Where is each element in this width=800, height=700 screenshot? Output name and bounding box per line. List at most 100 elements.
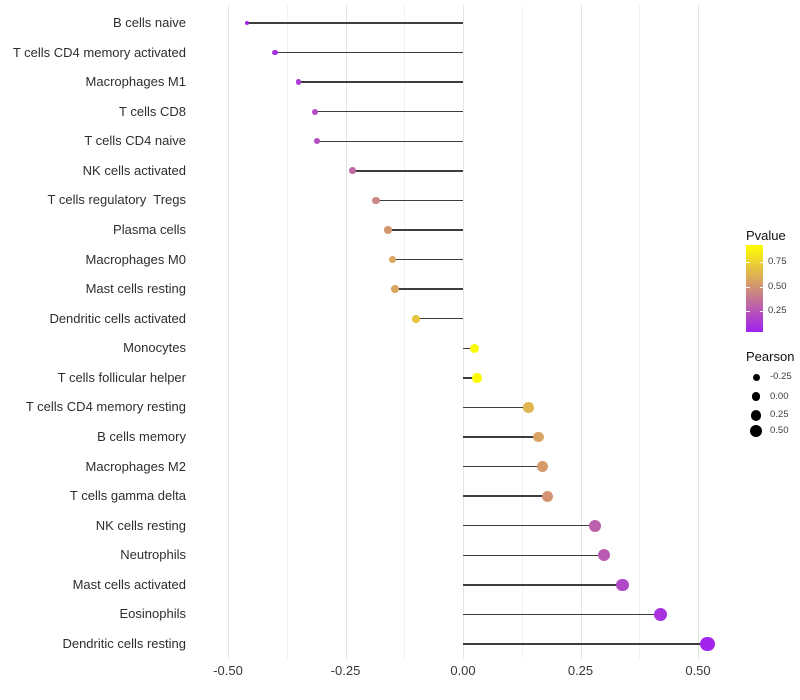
lollipop-dot	[653, 607, 668, 622]
lollipop-dot	[537, 461, 549, 473]
gridline-minor	[404, 5, 406, 659]
colorbar-tick-label: 0.50	[768, 280, 787, 292]
y-axis-label: Mast cells activated	[72, 576, 186, 592]
lollipop-dot	[314, 138, 321, 145]
lollipop-stem	[463, 495, 548, 497]
legend-pearson-title: Pearson	[746, 349, 795, 364]
y-axis-label: B cells memory	[97, 428, 186, 444]
colorbar-tick	[759, 286, 763, 288]
lollipop-stem	[463, 584, 623, 586]
lollipop-stem	[298, 81, 463, 83]
pearson-legend-label: -0.25	[770, 371, 792, 382]
lollipop-stem	[463, 554, 604, 557]
lollipop-dot	[295, 79, 302, 85]
lollipop-dot	[411, 314, 421, 323]
gridline-minor	[639, 5, 641, 659]
y-axis-label: Macrophages M1	[85, 74, 186, 90]
gridline-major	[580, 5, 582, 659]
colorbar-tick	[759, 310, 763, 312]
y-axis-label: Dendritic cells activated	[49, 310, 186, 326]
x-tick-label: 0.50	[685, 663, 711, 678]
pearson-legend-label: 0.50	[770, 424, 789, 436]
y-axis-label: T cells CD4 memory resting	[25, 399, 186, 415]
lollipop-dot	[542, 490, 554, 502]
gridline-minor	[286, 5, 288, 659]
colorbar-tick	[746, 310, 750, 312]
lollipop-stem	[275, 51, 463, 54]
y-axis-label: NK cells resting	[95, 517, 186, 533]
lollipop-stem	[463, 436, 539, 438]
pearson-legend-label: 0.25	[770, 409, 789, 421]
lollipop-dot	[311, 108, 318, 115]
lollipop-dot	[472, 373, 482, 383]
lollipop-dot	[588, 519, 601, 532]
lollipop-stem	[314, 110, 463, 113]
colorbar-tick-label: 0.25	[768, 304, 787, 316]
y-axis-label: T cells CD4 memory activated	[12, 44, 186, 60]
colorbar-tick	[746, 262, 750, 264]
y-axis-label: NK cells activated	[82, 162, 186, 178]
y-axis-label: B cells naive	[113, 15, 186, 30]
pearson-legend-dot	[749, 424, 763, 437]
lollipop-stem	[463, 377, 478, 379]
gridline-major	[228, 5, 229, 659]
colorbar-tick-label: 0.75	[768, 256, 787, 268]
pearson-legend-dot	[752, 373, 760, 381]
lollipop-stem	[416, 317, 463, 320]
lollipop-dot	[700, 636, 715, 652]
y-axis-label: Plasma cells	[113, 221, 186, 237]
y-axis-label: Neutrophils	[120, 547, 186, 563]
x-tick-label: -0.25	[330, 663, 361, 678]
colorbar-tick	[746, 286, 750, 288]
lollipop-stem	[352, 170, 463, 172]
y-axis-label: T cells gamma delta	[69, 488, 186, 504]
y-axis-label: T cells CD8	[119, 103, 186, 119]
colorbar-tick	[759, 262, 763, 264]
y-axis-label: Macrophages M2	[85, 458, 186, 474]
lollipop-dot	[244, 20, 250, 26]
plot-panel	[224, 5, 731, 659]
pvalue-colorbar	[746, 245, 763, 332]
lollipop-stem	[394, 288, 463, 290]
lollipop-stem	[463, 613, 661, 616]
lollipop-stem	[376, 199, 463, 202]
lollipop-dot	[390, 285, 399, 293]
lollipop-stem	[463, 524, 595, 527]
lollipop-stem	[463, 406, 529, 409]
lollipop-stem	[246, 22, 463, 24]
lollipop-dot	[597, 549, 611, 562]
lollipop-dot	[384, 226, 392, 234]
x-tick-label: 0.25	[567, 663, 594, 678]
lollipop-dot	[372, 196, 380, 205]
lollipop-stem	[463, 465, 543, 468]
gridline-major	[463, 5, 464, 659]
x-tick-label: -0.50	[213, 663, 243, 678]
lollipop-stem	[463, 643, 708, 645]
gridline-minor	[521, 5, 523, 659]
lollipop-stem	[387, 229, 463, 231]
y-axis-label: Monocytes	[123, 340, 186, 356]
legend-pvalue-title: Pvalue	[746, 228, 786, 243]
y-axis-label: T cells CD4 naive	[84, 133, 186, 149]
pearson-legend-label: 0.00	[770, 390, 789, 402]
y-axis-label: Mast cells resting	[85, 281, 186, 297]
lollipop-dot	[272, 50, 278, 56]
pearson-legend-dot	[751, 392, 761, 401]
lollipop-dot	[388, 255, 397, 264]
y-axis-label: Eosinophils	[119, 606, 187, 622]
y-axis-label: Dendritic cells resting	[62, 635, 186, 651]
y-axis-label: Macrophages M0	[85, 251, 186, 267]
gridline-major	[345, 5, 347, 659]
lollipop-dot	[523, 402, 535, 413]
pearson-legend-dot	[750, 410, 762, 421]
x-tick-label: 0.00	[450, 663, 476, 678]
lollipop-dot	[616, 578, 630, 592]
y-axis-label: T cells follicular helper	[57, 369, 186, 385]
lollipop-dot	[349, 167, 356, 175]
gridline-major	[698, 5, 699, 659]
lollipop-stem	[317, 140, 463, 143]
lollipop-dot	[470, 343, 480, 353]
lollipop-dot	[532, 431, 544, 443]
lollipop-stem	[392, 258, 463, 261]
